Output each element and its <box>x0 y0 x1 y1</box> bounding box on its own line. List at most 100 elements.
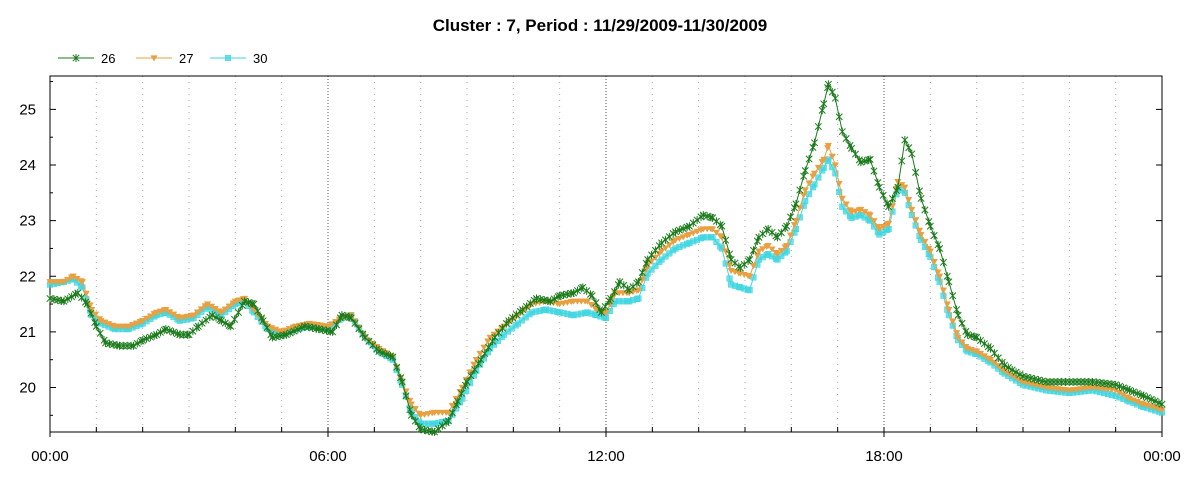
data-point-marker <box>939 258 948 267</box>
data-point-marker <box>820 156 828 163</box>
data-point-marker <box>835 112 843 121</box>
data-point-marker <box>926 248 934 255</box>
legend: 26 27 30 <box>58 51 267 66</box>
series-layer <box>46 80 1166 436</box>
data-point-marker <box>726 275 733 282</box>
data-point-marker <box>87 309 95 318</box>
data-point-marker <box>831 162 839 169</box>
data-point-marker <box>454 397 462 406</box>
data-point-marker <box>60 297 68 306</box>
data-point-marker <box>746 287 753 294</box>
data-point-marker <box>800 172 808 181</box>
data-point-marker <box>905 143 913 152</box>
data-point-marker <box>847 209 856 216</box>
data-point-marker <box>777 247 785 255</box>
data-point-marker <box>945 306 953 314</box>
data-point-marker <box>828 88 836 97</box>
data-point-marker <box>601 302 609 311</box>
data-point-marker <box>156 328 164 337</box>
data-point-marker <box>783 222 791 231</box>
data-point-marker <box>802 198 809 205</box>
data-point-marker <box>250 300 258 309</box>
legend-label: 26 <box>101 51 115 66</box>
data-point-marker <box>602 309 610 316</box>
data-point-marker <box>644 255 652 264</box>
data-point-marker <box>607 294 615 303</box>
data-point-marker <box>708 226 717 233</box>
data-point-marker <box>954 334 962 341</box>
data-point-marker <box>768 228 776 237</box>
data-point-marker <box>943 301 951 308</box>
data-point-marker <box>602 314 610 322</box>
data-point-marker <box>74 288 82 297</box>
data-point-marker <box>901 135 909 144</box>
data-point-marker <box>189 327 197 336</box>
data-point-marker <box>486 334 494 341</box>
data-point-marker <box>939 287 948 294</box>
data-point-marker <box>712 229 721 236</box>
data-point-marker <box>146 333 154 342</box>
data-point-marker <box>935 273 944 280</box>
data-point-marker <box>814 164 822 172</box>
data-point-marker <box>759 229 767 238</box>
data-point-marker <box>768 246 776 253</box>
data-point-marker <box>930 258 938 266</box>
data-point-marker <box>806 191 813 198</box>
data-point-marker <box>1151 397 1159 406</box>
data-point-marker <box>72 54 80 62</box>
data-point-marker <box>78 293 86 302</box>
data-point-marker <box>749 246 758 255</box>
data-point-marker <box>290 327 298 336</box>
data-point-marker <box>142 334 151 343</box>
data-point-marker <box>146 313 155 320</box>
data-point-marker <box>870 167 878 176</box>
data-point-marker <box>814 122 822 131</box>
data-point-marker <box>60 279 68 286</box>
data-point-marker <box>332 320 341 329</box>
data-point-marker <box>504 328 511 335</box>
data-point-marker <box>905 196 913 204</box>
data-point-marker <box>915 186 924 195</box>
data-point-marker <box>945 277 953 286</box>
data-point-marker <box>183 313 192 320</box>
data-point-marker <box>78 279 87 286</box>
data-point-marker <box>820 99 828 108</box>
data-point-marker <box>495 328 503 337</box>
data-point-marker <box>522 314 529 321</box>
data-point-marker <box>783 243 791 250</box>
data-point-marker <box>556 301 564 308</box>
legend-label: 27 <box>179 51 193 66</box>
data-point-marker <box>851 150 859 159</box>
data-point-marker <box>671 227 680 236</box>
data-point-marker <box>820 164 827 171</box>
y-axis: 20 21 22 23 24 25 <box>19 81 1162 416</box>
data-point-marker <box>651 246 659 255</box>
data-point-marker <box>725 262 734 269</box>
data-point-marker <box>550 294 558 303</box>
data-point-marker <box>221 319 229 328</box>
data-point-marker <box>480 344 488 351</box>
data-point-marker <box>857 158 865 167</box>
data-point-marker <box>990 360 999 367</box>
data-point-marker <box>796 186 804 195</box>
data-point-marker <box>838 127 846 136</box>
y-tick-label: 21 <box>19 324 36 341</box>
x-tick-label: 18:00 <box>865 448 903 465</box>
data-point-marker <box>665 242 673 249</box>
data-point-marker <box>338 311 346 320</box>
x-axis: 00:00 06:00 12:00 18:00 00:00 <box>31 427 1181 465</box>
y-tick-label: 23 <box>19 213 36 230</box>
data-point-marker <box>588 291 596 300</box>
data-point-marker <box>828 153 836 160</box>
data-point-marker <box>658 238 666 247</box>
data-point-marker <box>894 183 902 192</box>
data-point-marker <box>777 228 785 237</box>
data-point-marker <box>990 349 998 358</box>
data-point-marker <box>398 377 406 386</box>
data-point-marker <box>800 192 808 199</box>
data-point-marker <box>755 248 763 255</box>
data-point-marker <box>746 255 754 264</box>
data-point-marker <box>1147 395 1155 404</box>
data-point-marker <box>967 331 975 340</box>
x-tick-label: 00:00 <box>31 448 69 465</box>
